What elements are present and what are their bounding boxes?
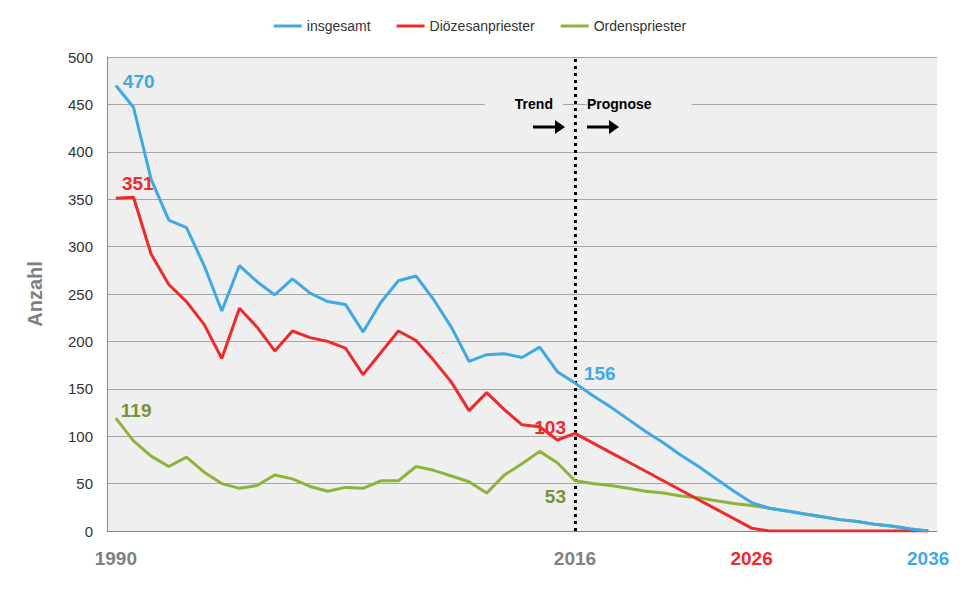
svg-text:53: 53 bbox=[545, 486, 566, 507]
svg-text:1990: 1990 bbox=[95, 548, 137, 569]
svg-text:450: 450 bbox=[68, 96, 93, 113]
svg-text:200: 200 bbox=[68, 333, 93, 350]
svg-text:500: 500 bbox=[68, 49, 93, 66]
svg-text:250: 250 bbox=[68, 286, 93, 303]
svg-text:Prognose: Prognose bbox=[587, 96, 652, 112]
svg-text:Anzahl: Anzahl bbox=[24, 261, 46, 327]
svg-text:insgesamt: insgesamt bbox=[307, 18, 371, 34]
svg-text:156: 156 bbox=[584, 363, 616, 384]
svg-text:351: 351 bbox=[122, 173, 154, 195]
svg-text:50: 50 bbox=[76, 475, 93, 492]
svg-text:Ordenspriester: Ordenspriester bbox=[594, 18, 687, 34]
svg-text:350: 350 bbox=[68, 191, 93, 208]
svg-text:470: 470 bbox=[123, 71, 155, 92]
svg-text:Trend: Trend bbox=[515, 96, 553, 112]
svg-text:2026: 2026 bbox=[730, 548, 772, 569]
svg-text:100: 100 bbox=[68, 428, 93, 445]
svg-text:103: 103 bbox=[534, 417, 566, 438]
svg-text:Diözesanpriester: Diözesanpriester bbox=[430, 18, 535, 34]
svg-text:400: 400 bbox=[68, 143, 93, 160]
svg-text:2016: 2016 bbox=[554, 548, 596, 569]
svg-text:150: 150 bbox=[68, 380, 93, 397]
svg-text:0: 0 bbox=[85, 523, 93, 540]
svg-text:300: 300 bbox=[68, 238, 93, 255]
svg-text:119: 119 bbox=[121, 400, 152, 421]
svg-text:2036: 2036 bbox=[907, 548, 949, 569]
